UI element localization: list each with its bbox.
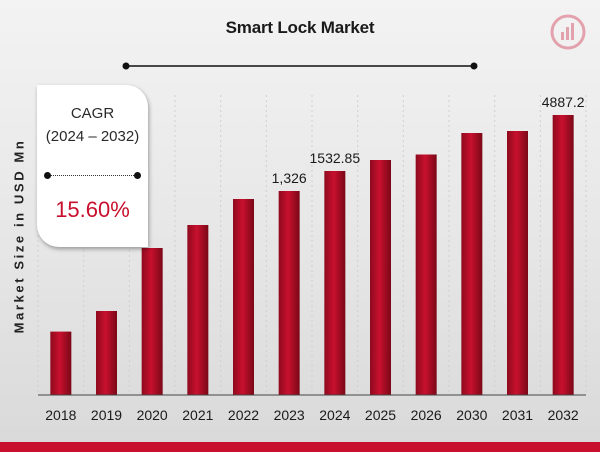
bar-2019 — [96, 311, 117, 395]
bar-2025 — [370, 160, 391, 395]
x-tick-label-2030: 2030 — [456, 407, 487, 423]
cagr-divider-dot-right — [134, 172, 141, 179]
y-axis-label: Market Size in USD Mn — [11, 138, 27, 334]
data-label-2023: 1,326 — [272, 170, 307, 186]
x-tick-label-2026: 2026 — [411, 407, 442, 423]
bar-2030 — [461, 133, 483, 395]
cagr-label: CAGR — [70, 105, 115, 122]
bar-2020 — [141, 248, 163, 395]
x-tick-label-2018: 2018 — [45, 407, 76, 423]
x-tick-label-2023: 2023 — [274, 407, 305, 423]
cagr-divider-dot-left — [44, 172, 51, 179]
x-tick-label-2025: 2025 — [365, 407, 396, 423]
x-tick-label-2024: 2024 — [319, 407, 350, 423]
cagr-value: 15.60% — [55, 197, 130, 222]
chart-title: Smart Lock Market — [225, 18, 375, 37]
x-tick-label-2032: 2032 — [548, 407, 579, 423]
bar-2032 — [552, 115, 574, 395]
bottom-accent-bar — [0, 442, 600, 452]
cagr-callout: CAGR (2024 – 2032) 15.60% — [37, 85, 148, 247]
bar-2024 — [324, 171, 346, 395]
cagr-period: (2024 – 2032) — [45, 128, 140, 145]
bar-2021 — [187, 225, 209, 395]
cagr-divider — [47, 175, 138, 176]
bar-2023 — [278, 191, 300, 395]
bar-2031 — [507, 131, 528, 395]
bar-2026 — [415, 154, 437, 395]
title-underline-dot-right — [470, 62, 478, 70]
bar-2018 — [50, 331, 72, 395]
x-tick-label-2019: 2019 — [91, 407, 122, 423]
market-research-logo-icon — [550, 14, 586, 50]
x-tick-label-2021: 2021 — [182, 407, 213, 423]
bar-2022 — [233, 199, 254, 395]
data-label-2024: 1532.85 — [310, 150, 361, 166]
x-tick-label-2022: 2022 — [228, 407, 259, 423]
title-underline-dot-left — [122, 62, 130, 70]
data-label-2032: 4887.2 — [542, 94, 585, 110]
x-tick-label-2020: 2020 — [137, 407, 168, 423]
x-tick-label-2031: 2031 — [502, 407, 533, 423]
